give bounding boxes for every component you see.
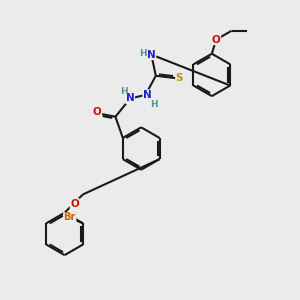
Text: O: O: [70, 199, 79, 208]
Text: S: S: [176, 73, 183, 83]
Text: H: H: [139, 49, 147, 58]
Text: N: N: [126, 94, 134, 103]
Text: Br: Br: [64, 212, 76, 222]
Text: O: O: [212, 34, 220, 45]
Text: N: N: [143, 90, 152, 100]
Text: N: N: [147, 50, 156, 60]
Text: O: O: [93, 107, 102, 117]
Text: H: H: [120, 87, 127, 96]
Text: H: H: [150, 100, 158, 109]
